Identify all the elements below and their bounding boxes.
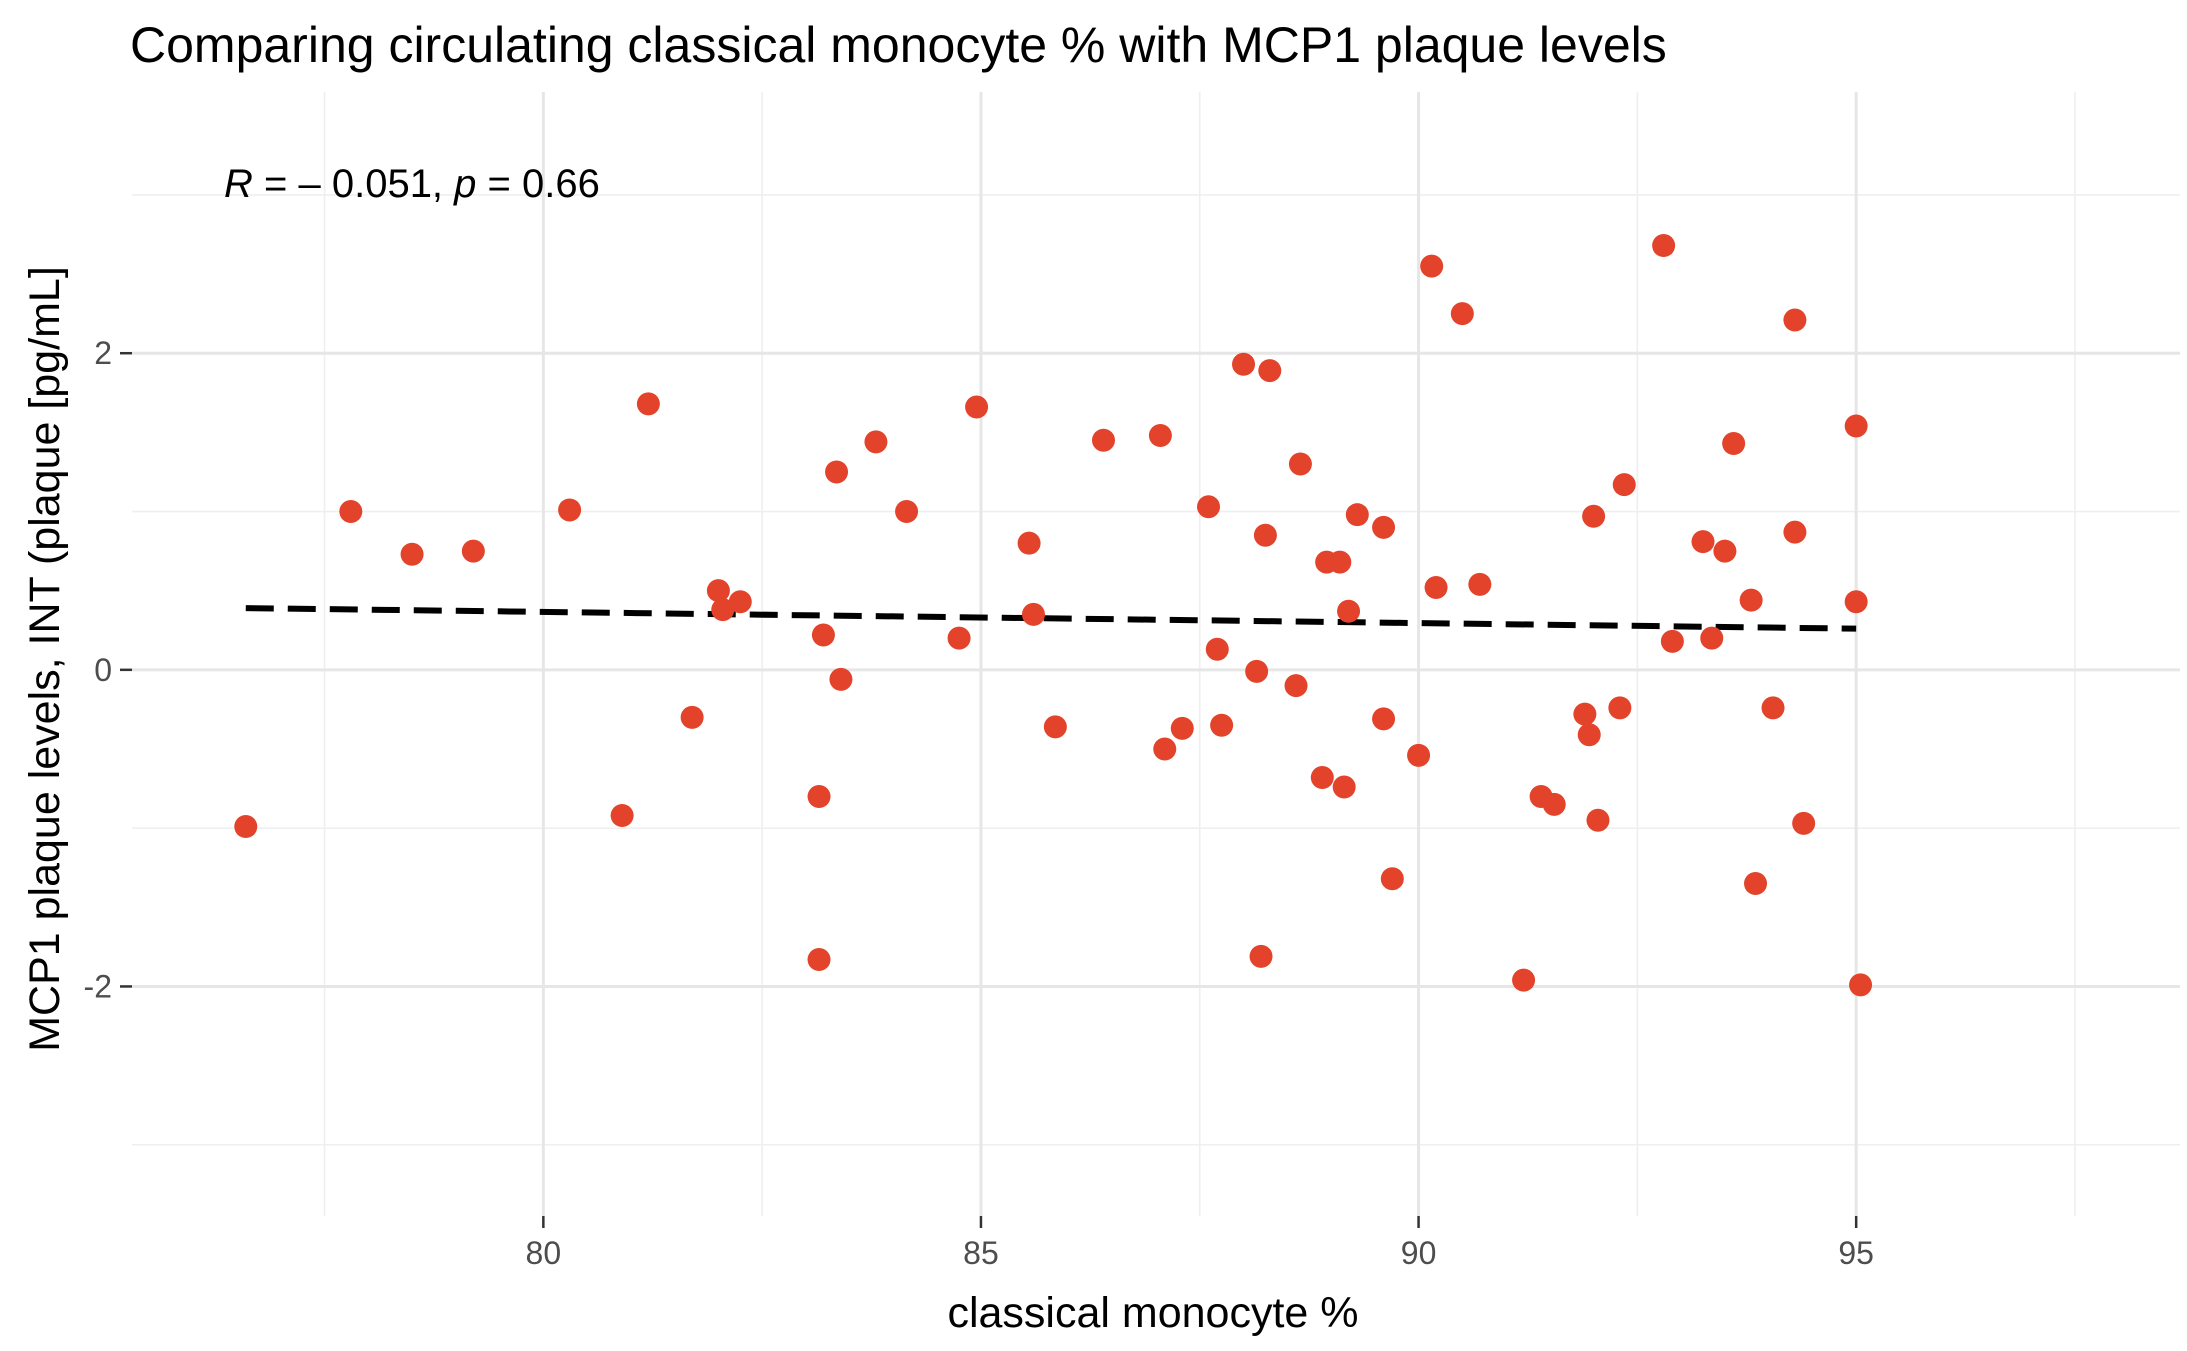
data-point bbox=[1420, 254, 1444, 278]
data-point bbox=[829, 667, 853, 691]
data-point bbox=[1345, 503, 1369, 527]
data-point bbox=[1849, 973, 1873, 997]
data-point bbox=[728, 590, 752, 614]
data-point bbox=[1017, 531, 1041, 555]
data-point bbox=[1608, 696, 1632, 720]
data-point bbox=[1170, 716, 1194, 740]
data-point bbox=[1424, 576, 1448, 600]
data-point bbox=[1783, 308, 1807, 332]
axis-ticks bbox=[120, 351, 1858, 1228]
data-point bbox=[1700, 626, 1724, 650]
data-point bbox=[1043, 715, 1067, 739]
data-point bbox=[1258, 359, 1282, 383]
data-point bbox=[1337, 599, 1361, 623]
data-point bbox=[1450, 302, 1474, 326]
data-point bbox=[1573, 702, 1597, 726]
data-point bbox=[1739, 588, 1763, 612]
data-point bbox=[807, 784, 831, 808]
data-point bbox=[1407, 743, 1431, 767]
tick-labels: 80 85 90 95 -2 0 2 bbox=[84, 335, 1874, 1271]
data-point bbox=[1310, 765, 1334, 789]
p-symbol: p bbox=[453, 162, 476, 206]
r-symbol: R bbox=[224, 162, 253, 206]
data-point bbox=[1210, 713, 1234, 737]
y-axis-title: MCP1 plaque levels, INT (plaque [pg/mL] bbox=[21, 266, 69, 1052]
data-point bbox=[1249, 944, 1273, 968]
data-point bbox=[1744, 872, 1768, 896]
data-point bbox=[1245, 659, 1269, 683]
data-point bbox=[1197, 495, 1221, 519]
data-point bbox=[1844, 590, 1868, 614]
data-point bbox=[636, 392, 660, 416]
data-point bbox=[1792, 811, 1816, 835]
data-point bbox=[1328, 550, 1352, 574]
data-point bbox=[1091, 428, 1115, 452]
data-point bbox=[1761, 696, 1785, 720]
x-tick-label: 80 bbox=[526, 1235, 562, 1271]
data-point bbox=[1844, 414, 1868, 438]
data-point bbox=[1586, 808, 1610, 832]
data-point bbox=[461, 539, 485, 563]
data-point bbox=[1153, 737, 1177, 761]
data-point bbox=[1205, 637, 1229, 661]
y-tick-label: 0 bbox=[94, 652, 112, 688]
data-point bbox=[807, 948, 831, 972]
data-point bbox=[1021, 602, 1045, 626]
data-point bbox=[1148, 424, 1172, 448]
data-points bbox=[234, 234, 1873, 997]
data-point bbox=[1512, 968, 1536, 992]
data-point bbox=[895, 500, 919, 524]
data-point bbox=[1468, 572, 1492, 596]
data-point bbox=[339, 500, 363, 524]
x-tick-label: 95 bbox=[1838, 1235, 1874, 1271]
data-point bbox=[1253, 523, 1277, 547]
data-point bbox=[558, 498, 582, 522]
data-point bbox=[864, 430, 888, 454]
data-point bbox=[1722, 431, 1746, 455]
data-point bbox=[1288, 452, 1312, 476]
data-point bbox=[1372, 707, 1396, 731]
x-tick-label: 85 bbox=[963, 1235, 999, 1271]
data-point bbox=[680, 705, 704, 729]
data-point bbox=[400, 542, 424, 566]
data-point bbox=[1652, 234, 1676, 258]
chart-title: Comparing circulating classical monocyte… bbox=[130, 17, 1667, 73]
x-axis-title: classical monocyte % bbox=[947, 1289, 1358, 1337]
data-point bbox=[1232, 352, 1256, 376]
data-point bbox=[1284, 674, 1308, 698]
r-value: = – 0.051, bbox=[253, 162, 454, 206]
data-point bbox=[1542, 792, 1566, 816]
data-point bbox=[234, 815, 258, 839]
data-point bbox=[1582, 504, 1606, 528]
data-point bbox=[1691, 530, 1715, 554]
p-value: = 0.66 bbox=[476, 162, 599, 206]
data-point bbox=[610, 803, 634, 827]
data-point bbox=[1612, 473, 1636, 497]
trend-line-group bbox=[245, 605, 1857, 632]
data-point bbox=[706, 579, 730, 603]
data-point bbox=[1577, 723, 1601, 747]
major-gridlines bbox=[132, 92, 2180, 1216]
data-point bbox=[1372, 515, 1396, 539]
data-point bbox=[1332, 775, 1356, 799]
y-tick-label: 2 bbox=[94, 335, 112, 371]
data-point bbox=[965, 395, 989, 419]
data-point bbox=[711, 598, 735, 622]
data-point bbox=[1713, 539, 1737, 563]
y-tick-label: -2 bbox=[84, 968, 112, 1004]
data-point bbox=[1660, 629, 1684, 653]
data-point bbox=[1783, 520, 1807, 544]
data-point bbox=[825, 460, 849, 484]
data-point bbox=[811, 623, 835, 647]
minor-gridlines bbox=[132, 92, 2180, 1216]
correlation-annotation: R = – 0.051, p = 0.66 bbox=[224, 162, 600, 206]
x-tick-label: 90 bbox=[1401, 1235, 1437, 1271]
data-point bbox=[947, 626, 971, 650]
trend-line bbox=[245, 605, 1857, 632]
data-point bbox=[1380, 867, 1404, 891]
